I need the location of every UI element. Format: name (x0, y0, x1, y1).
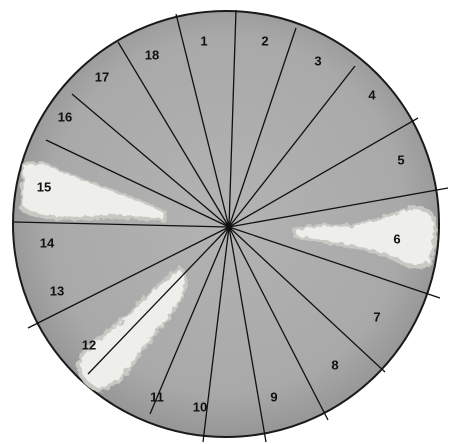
sector-divider (228, 226, 267, 443)
sector-label-14: 14 (40, 235, 55, 250)
sector-label-5: 5 (397, 152, 404, 167)
sector-divider (13, 221, 230, 228)
sector-label-3: 3 (314, 53, 321, 68)
center-point (226, 224, 232, 230)
sector-divider (45, 139, 230, 228)
sector-divider (228, 226, 441, 299)
sector-divider (175, 13, 230, 228)
colony-growth (20, 161, 437, 392)
sector-label-2: 2 (261, 33, 268, 48)
sector-divider (228, 226, 386, 373)
sector-divider (202, 226, 230, 443)
sector-divider (228, 27, 297, 228)
sector-divider (228, 226, 329, 421)
sector-divider (228, 9, 237, 228)
sector-divider (87, 226, 230, 375)
sector-divider (149, 226, 230, 415)
sector-label-17: 17 (95, 69, 109, 84)
sector-label-12: 12 (82, 337, 96, 352)
sector-label-6: 6 (393, 231, 400, 246)
sector-divider (71, 93, 230, 228)
sector-dividers (13, 9, 449, 443)
sector-divider (228, 65, 356, 228)
colony-sector-6 (292, 205, 437, 269)
sector-label-18: 18 (145, 47, 159, 62)
sector-divider (27, 226, 230, 329)
sector-label-13: 13 (50, 283, 64, 298)
sector-label-1: 1 (200, 33, 207, 48)
sector-label-8: 8 (331, 357, 338, 372)
colony-sector-15 (20, 161, 168, 222)
sector-divider (228, 117, 419, 228)
sector-divider (117, 41, 230, 228)
sector-label-16: 16 (58, 109, 72, 124)
sector-divider (228, 187, 449, 228)
sector-label-11: 11 (150, 389, 164, 404)
sector-label-10: 10 (193, 399, 207, 414)
sector-label-7: 7 (373, 309, 380, 324)
sector-label-4: 4 (368, 87, 376, 102)
sector-label-15: 15 (37, 179, 51, 194)
sector-label-9: 9 (270, 389, 277, 404)
